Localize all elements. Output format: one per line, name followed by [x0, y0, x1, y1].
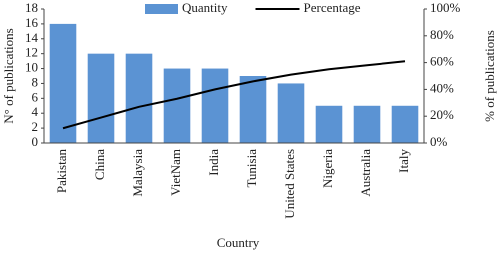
bar	[239, 76, 267, 143]
legend-swatch	[145, 4, 178, 14]
y-tick-label: 12	[25, 45, 38, 60]
y-tick-label: 0	[32, 134, 39, 149]
x-tick-label: Australia	[358, 149, 373, 197]
bar	[353, 105, 381, 143]
y2-tick-label: 80%	[430, 27, 454, 42]
y-tick-label: 2	[32, 119, 39, 134]
y-tick-label: 18	[25, 0, 38, 15]
x-tick-label: VietNam	[168, 149, 183, 196]
y2-tick-label: 60%	[430, 54, 454, 69]
y-tick-label: 6	[32, 89, 39, 104]
x-tick-label: India	[206, 149, 221, 176]
legend-label: Quantity	[182, 0, 228, 15]
y-tick-label: 14	[25, 30, 39, 45]
y-tick-label: 8	[32, 74, 39, 89]
y2-tick-label: 0%	[430, 134, 448, 149]
bar	[391, 105, 419, 143]
line	[62, 60, 406, 130]
x-tick-label: Italy	[396, 149, 411, 173]
bar	[201, 68, 229, 143]
y-axis-title: N° of publications	[1, 28, 16, 123]
bar	[277, 83, 305, 143]
y2-axis-title: % of publications	[482, 30, 497, 122]
y2-tick-label: 20%	[430, 107, 454, 122]
y-tick-label: 4	[32, 104, 39, 119]
x-tick-label: Nigeria	[320, 149, 335, 188]
y2-tick-label: 40%	[430, 80, 454, 95]
bar	[125, 53, 153, 143]
x-axis-title: Country	[217, 235, 260, 250]
x-tick-label: Pakistan	[54, 149, 69, 194]
y-tick-label: 10	[25, 60, 38, 75]
bar	[49, 23, 77, 144]
legend-label: Percentage	[304, 0, 361, 15]
x-tick-label: United States	[282, 149, 297, 219]
x-tick-label: Tunisia	[244, 149, 259, 188]
x-tick-label: China	[92, 149, 107, 180]
bar	[315, 105, 343, 143]
y-tick-label: 16	[25, 15, 39, 30]
y2-tick-label: 100%	[430, 0, 461, 15]
x-tick-label: Malaysia	[130, 149, 145, 197]
bar	[87, 53, 115, 143]
bar	[163, 68, 191, 143]
